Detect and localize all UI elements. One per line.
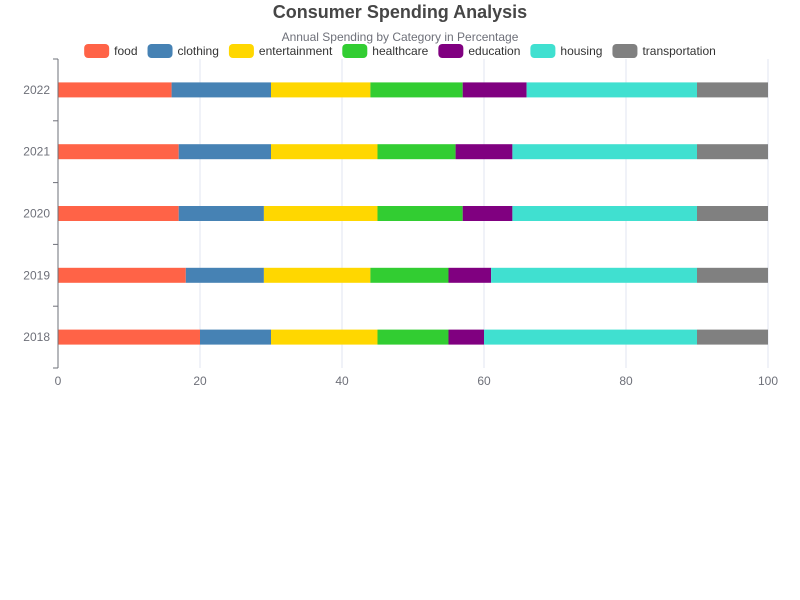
bar-food-2018[interactable] xyxy=(58,329,200,345)
bar-transportation-2018[interactable] xyxy=(697,329,768,345)
x-tick-label: 60 xyxy=(477,374,491,388)
bar-education-2018[interactable] xyxy=(448,329,485,345)
x-tick-label: 20 xyxy=(193,374,207,388)
legend-item-clothing[interactable]: clothing xyxy=(147,44,219,58)
bar-food-2022[interactable] xyxy=(58,82,172,98)
y-tick-label: 2022 xyxy=(23,83,50,97)
legend-item-transportation[interactable]: transportation xyxy=(612,44,716,58)
bar-education-2019[interactable] xyxy=(448,267,492,283)
bar-food-2019[interactable] xyxy=(58,267,186,283)
legend: food clothing entertainment healthcare educa… xyxy=(84,44,716,58)
bar-housing-2018[interactable] xyxy=(484,329,697,345)
legend-label: education xyxy=(468,44,520,58)
chart-title: Consumer Spending Analysis xyxy=(272,2,528,22)
legend-swatch xyxy=(147,44,173,58)
bar-healthcare-2019[interactable] xyxy=(370,267,449,283)
legend-item-food[interactable]: food xyxy=(84,44,138,58)
bar-housing-2020[interactable] xyxy=(512,206,697,221)
legend-label: clothing xyxy=(178,44,219,58)
legend-swatch xyxy=(612,44,638,58)
legend-swatch xyxy=(342,44,368,58)
y-tick-label: 2019 xyxy=(23,268,50,282)
legend-label: healthcare xyxy=(372,44,428,58)
bar-housing-2022[interactable] xyxy=(526,82,697,98)
bar-clothing-2021[interactable] xyxy=(178,144,271,160)
legend-label: transportation xyxy=(642,44,715,58)
legend-swatch xyxy=(530,44,556,58)
legend-item-entertainment[interactable]: entertainment xyxy=(228,44,333,58)
bar-entertainment-2020[interactable] xyxy=(263,206,378,221)
legend-label: entertainment xyxy=(259,44,333,58)
x-tick-label: 80 xyxy=(619,374,633,388)
bar-clothing-2022[interactable] xyxy=(171,82,271,98)
bar-entertainment-2021[interactable] xyxy=(271,144,378,160)
bar-entertainment-2019[interactable] xyxy=(263,267,371,283)
legend-label: housing xyxy=(560,44,602,58)
y-tick-label: 2021 xyxy=(23,145,50,159)
y-tick-label: 2020 xyxy=(23,207,50,221)
y-tick-label: 2018 xyxy=(23,330,50,344)
bar-transportation-2020[interactable] xyxy=(697,206,768,221)
bar-transportation-2021[interactable] xyxy=(697,144,768,160)
bar-entertainment-2018[interactable] xyxy=(271,329,378,345)
legend-label: food xyxy=(114,44,137,58)
bar-entertainment-2022[interactable] xyxy=(271,82,371,98)
bar-transportation-2019[interactable] xyxy=(697,267,768,283)
bar-education-2020[interactable] xyxy=(462,206,513,221)
bar-clothing-2019[interactable] xyxy=(185,267,264,283)
legend-item-housing[interactable]: housing xyxy=(530,44,602,58)
bar-healthcare-2020[interactable] xyxy=(377,206,463,221)
bar-clothing-2018[interactable] xyxy=(200,329,271,345)
bar-housing-2019[interactable] xyxy=(491,267,697,283)
legend-item-healthcare[interactable]: healthcare xyxy=(342,44,429,58)
bar-healthcare-2021[interactable] xyxy=(377,144,456,160)
bar-education-2022[interactable] xyxy=(462,82,527,98)
bar-healthcare-2022[interactable] xyxy=(370,82,463,98)
bars xyxy=(58,82,768,345)
legend-swatch xyxy=(84,44,110,58)
legend-swatch xyxy=(228,44,254,58)
chart-subtitle: Annual Spending by Category in Percentag… xyxy=(281,30,519,44)
x-tick-label: 40 xyxy=(335,374,349,388)
bar-clothing-2020[interactable] xyxy=(178,206,264,221)
bar-housing-2021[interactable] xyxy=(512,144,697,160)
x-tick-label: 100 xyxy=(758,374,778,388)
bar-food-2020[interactable] xyxy=(58,206,179,221)
bar-transportation-2022[interactable] xyxy=(697,82,768,98)
bar-education-2021[interactable] xyxy=(455,144,513,160)
axes: 0 20 40 60 80 100 2018 2019 2020 2021 2022 xyxy=(23,58,778,388)
x-tick-label: 0 xyxy=(55,374,62,388)
bar-food-2021[interactable] xyxy=(58,144,179,160)
legend-item-education[interactable]: education xyxy=(438,44,520,58)
bar-healthcare-2018[interactable] xyxy=(377,329,449,345)
legend-swatch xyxy=(438,44,464,58)
